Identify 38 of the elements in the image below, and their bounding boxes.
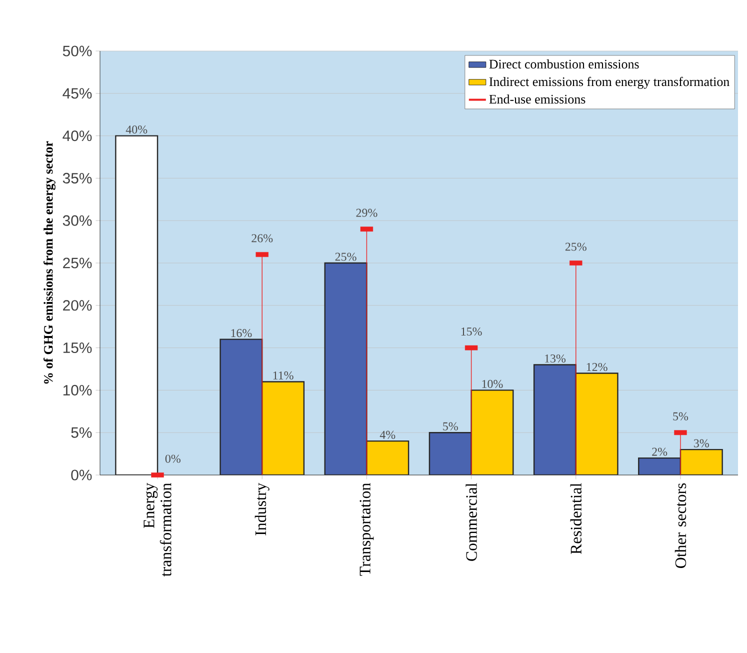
data-label: 11% (273, 371, 294, 380)
y-tick-label: 30% (62, 215, 92, 226)
x-tick-label: Other sectors (674, 483, 686, 568)
y-tick-label: 10% (63, 384, 92, 396)
y-tick-label: 20% (63, 300, 92, 311)
data-label: 40% (126, 126, 148, 134)
y-tick-label: 5% (71, 427, 92, 438)
data-label: 13% (545, 354, 566, 363)
y-tick-label: 0% (71, 470, 92, 480)
data-label: 25% (335, 252, 356, 261)
data-label: 2% (652, 448, 668, 456)
x-tick-label: Industry (254, 482, 270, 536)
data-label: 25% (565, 242, 586, 251)
data-label: 10% (482, 380, 503, 388)
y-tick-label: 50% (62, 46, 92, 56)
legend-label: Indirect emissions from energy transformation (489, 76, 730, 89)
data-label: 5% (673, 412, 688, 420)
data-label: 5% (443, 422, 458, 430)
data-label: 3% (694, 439, 709, 448)
data-label: 15% (461, 328, 482, 336)
legend-label: End-use emissions (489, 94, 586, 104)
y-tick-label: 40% (62, 130, 92, 142)
x-tick-label: Residential (570, 483, 582, 554)
data-label: 29% (356, 208, 378, 217)
x-tick-label: Commercial (466, 483, 477, 561)
y-tick-label: 35% (62, 172, 92, 184)
data-label: 26% (252, 234, 273, 242)
legend-label: Direct combustion emissions (489, 59, 639, 69)
x-tick-label: Transportation (360, 482, 374, 576)
y-axis-title: % of GHG emissions from the energy sector (43, 141, 56, 384)
data-label: 16% (231, 329, 252, 338)
data-label: 4% (380, 430, 396, 439)
data-label: 12% (586, 362, 608, 372)
data-label: 0% (165, 454, 180, 463)
y-tick-label: 45% (62, 88, 92, 99)
y-tick-label: 25% (63, 258, 92, 268)
y-tick-label: 15% (63, 342, 92, 354)
x-tick-label: Energy transformation (144, 482, 172, 576)
